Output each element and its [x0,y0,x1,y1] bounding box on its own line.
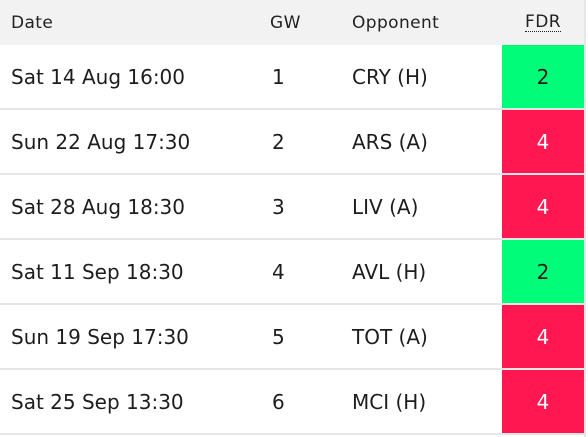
fixture-difficulty: 4 [502,110,584,173]
fixture-difficulty: 4 [502,370,584,433]
table-row: Sat 14 Aug 16:00 1 CRY (H) 2 [0,45,586,110]
fixture-difficulty: 4 [502,175,584,238]
fixture-gameweek: 2 [272,129,285,154]
fixture-gameweek: 6 [272,389,285,414]
fixture-date: Sat 14 Aug 16:00 [11,64,186,89]
header-fdr[interactable]: FDR [502,0,584,45]
table-row: Sun 22 Aug 17:30 2 ARS (A) 4 [0,110,586,175]
fixture-date: Sat 25 Sep 13:30 [11,389,184,414]
fixture-gameweek: 1 [272,64,285,89]
fixture-difficulty: 2 [502,45,584,108]
header-opponent: Opponent [352,12,440,33]
fixture-opponent: CRY (H) [352,64,428,89]
table-header: Date GW Opponent FDR [0,0,586,45]
right-divider [584,0,586,437]
fixture-opponent: AVL (H) [352,259,427,284]
fixture-gameweek: 4 [272,259,285,284]
fixture-difficulty: 2 [502,240,584,303]
table-row: Sat 25 Sep 13:30 6 MCI (H) 4 [0,370,586,435]
table-row: Sat 11 Sep 18:30 4 AVL (H) 2 [0,240,586,305]
fixture-gameweek: 5 [272,324,285,349]
fixture-difficulty: 4 [502,305,584,368]
header-fdr-abbr[interactable]: FDR [525,11,561,33]
fixture-opponent: TOT (A) [352,324,428,349]
table-row: Sat 28 Aug 18:30 3 LIV (A) 4 [0,175,586,240]
fixture-date: Sat 28 Aug 18:30 [11,194,186,219]
fixture-date: Sun 19 Sep 17:30 [11,324,189,349]
fixture-opponent: MCI (H) [352,389,427,414]
fixture-opponent: LIV (A) [352,194,419,219]
table-row: Sun 19 Sep 17:30 5 TOT (A) 4 [0,305,586,370]
fixture-gameweek: 3 [272,194,285,219]
header-gw: GW [270,12,301,33]
fixture-date: Sun 22 Aug 17:30 [11,129,191,154]
fixture-date: Sat 11 Sep 18:30 [11,259,184,284]
header-date: Date [11,12,54,33]
fixture-opponent: ARS (A) [352,129,428,154]
